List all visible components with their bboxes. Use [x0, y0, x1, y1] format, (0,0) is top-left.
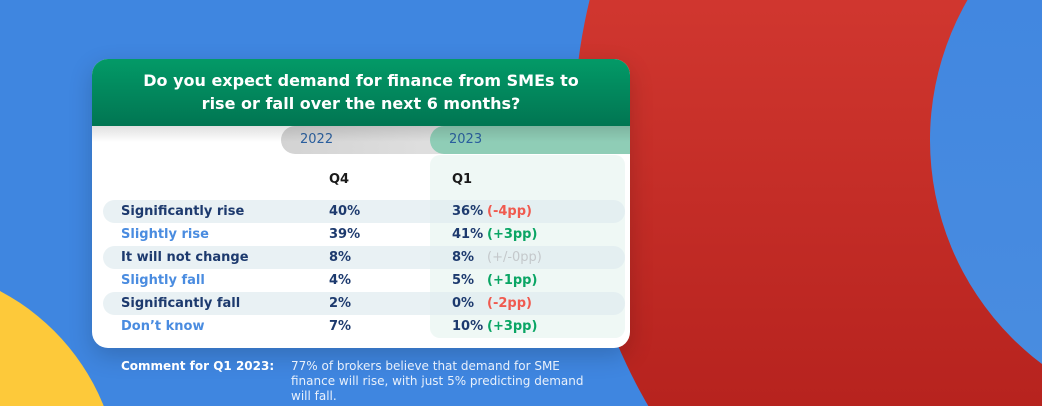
q1-value: 10%	[452, 319, 484, 334]
change-value: (+3pp)	[487, 227, 538, 242]
survey-card: Do you expect demand for finance from SM…	[92, 59, 630, 348]
response-table: Significantly rise 40% 36% (-4pp) Slight…	[103, 200, 625, 338]
table-row: Don’t know 7% 10% (+3pp)	[103, 315, 625, 338]
q1-value: 0%	[452, 296, 475, 311]
change-value: (+/-0pp)	[487, 250, 542, 265]
quarter-header-row: Q4 Q1	[92, 172, 630, 190]
q1-value: 41%	[452, 227, 484, 242]
q4-value: 2%	[329, 296, 352, 311]
q4-value: 8%	[329, 250, 352, 265]
card-title: Do you expect demand for finance from SM…	[92, 59, 630, 126]
q4-value: 39%	[329, 227, 361, 242]
q1-value: 8%	[452, 250, 475, 265]
row-label: Significantly rise	[121, 204, 245, 219]
row-label: Slightly rise	[121, 227, 209, 242]
comment-label: Comment for Q1 2023:	[121, 359, 275, 373]
comment-text: 77% of brokers believe that demand for S…	[291, 359, 584, 403]
row-label: It will not change	[121, 250, 249, 265]
table-row: Significantly fall 2% 0% (-2pp)	[103, 292, 625, 315]
change-value: (-4pp)	[487, 204, 532, 219]
q4-value: 7%	[329, 319, 352, 334]
change-value: (+3pp)	[487, 319, 538, 334]
row-label: Slightly fall	[121, 273, 205, 288]
header-shadow	[92, 126, 630, 142]
change-value: (-2pp)	[487, 296, 532, 311]
change-value: (+1pp)	[487, 273, 538, 288]
table-row: Slightly rise 39% 41% (+3pp)	[103, 223, 625, 246]
quarter-q4: Q4	[329, 172, 350, 187]
table-row: Significantly rise 40% 36% (-4pp)	[103, 200, 625, 223]
quarter-q1: Q1	[452, 172, 473, 187]
q1-value: 5%	[452, 273, 475, 288]
year-2023-pill: 2023	[430, 126, 630, 154]
row-label: Significantly fall	[121, 296, 241, 311]
year-header-row: 2022 2023	[92, 126, 630, 154]
table-row: Slightly fall 4% 5% (+1pp)	[103, 269, 625, 292]
q4-value: 4%	[329, 273, 352, 288]
row-label: Don’t know	[121, 319, 205, 334]
q1-value: 36%	[452, 204, 484, 219]
table-row: It will not change 8% 8% (+/-0pp)	[103, 246, 625, 269]
q4-value: 40%	[329, 204, 361, 219]
